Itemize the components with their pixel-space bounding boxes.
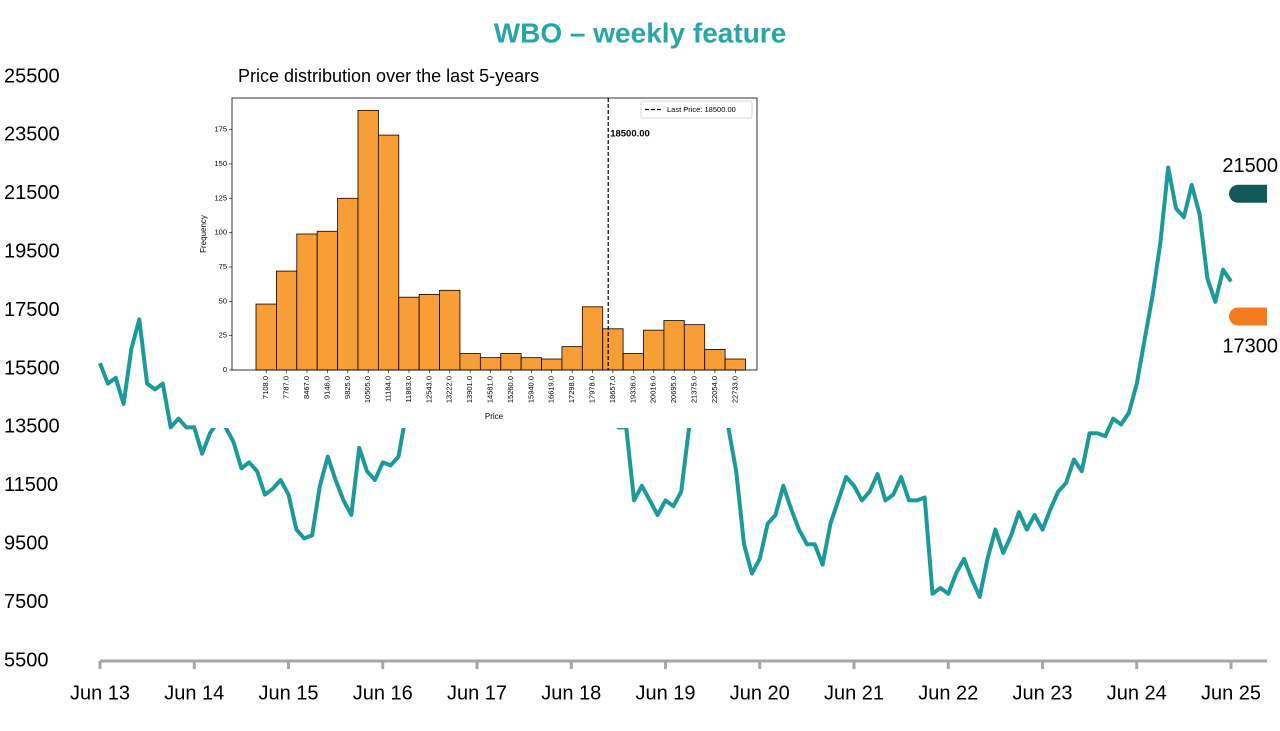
x-tick-label: 10505.0 — [363, 376, 372, 403]
y-tick-label: 21500 — [4, 182, 60, 204]
y-tick-label: 150 — [214, 159, 227, 168]
price-marker — [1229, 307, 1267, 326]
y-tick-label: 25 — [219, 331, 227, 340]
bar — [581, 306, 604, 371]
bar — [459, 353, 481, 371]
bar — [663, 320, 685, 371]
x-tick-label: 20695.0 — [669, 376, 678, 403]
bar — [683, 324, 706, 371]
y-tick-label: 0 — [223, 365, 227, 374]
y-tick-label: 175 — [214, 125, 227, 134]
bar — [520, 357, 542, 371]
marker-label: 17300 — [1222, 336, 1278, 358]
x-tick-label: 13901.0 — [465, 376, 474, 403]
y-tick-label: 13500 — [4, 416, 60, 438]
x-tick-label: Jun 13 — [70, 682, 130, 704]
x-tick-label: 18657.0 — [608, 376, 617, 403]
y-tick-label: 15500 — [4, 357, 60, 379]
bar — [541, 358, 563, 371]
bar — [724, 358, 746, 371]
y-tick-label: 7500 — [4, 591, 49, 613]
y-tick-label: 125 — [214, 193, 227, 202]
inset-frame — [231, 97, 758, 371]
x-tick-label: Jun 15 — [258, 682, 318, 704]
x-tick-label: 7108.0 — [261, 376, 270, 399]
y-tick-label: 17500 — [4, 299, 60, 321]
x-tick-label: Jun 16 — [353, 682, 413, 704]
last-price-label: 18500.00 — [610, 129, 650, 140]
y-tick-label: 5500 — [4, 649, 49, 671]
x-tick-label: 7787.0 — [282, 376, 291, 399]
x-tick-label: 22733.0 — [730, 376, 739, 403]
x-tick-label: 12543.0 — [424, 376, 433, 403]
x-tick-label: Jun 25 — [1201, 682, 1261, 704]
y-axis-label: Frequency — [199, 215, 208, 253]
y-tick-label: 25500 — [4, 65, 60, 87]
y-tick-label: 100 — [214, 228, 227, 237]
x-tick-label: Jun 22 — [918, 682, 978, 704]
x-tick-label: Jun 21 — [824, 682, 884, 704]
bar — [622, 353, 644, 371]
y-tick-label: 11500 — [4, 474, 58, 496]
x-tick-label: 15940.0 — [526, 376, 535, 403]
x-tick-label: Jun 14 — [164, 682, 224, 704]
x-tick-label: 11184.0 — [384, 376, 393, 402]
y-tick-label: 19500 — [4, 240, 60, 262]
y-tick-label: 23500 — [4, 124, 60, 146]
price-line — [98, 165, 1233, 599]
legend-box — [640, 100, 753, 119]
bar — [357, 109, 379, 371]
x-tick-label: 22054.0 — [710, 376, 719, 403]
x-tick-label: 21375.0 — [689, 376, 698, 403]
x-tick-label: 17298.0 — [567, 376, 576, 403]
x-tick-label: 15260.0 — [506, 376, 515, 403]
x-tick-label: 9825.0 — [343, 376, 352, 399]
price-marker — [1229, 184, 1267, 203]
x-tick-label: 19336.0 — [628, 376, 637, 403]
bar — [377, 134, 400, 371]
y-tick-label: 50 — [219, 296, 227, 305]
marker-label: 21500 — [1222, 155, 1278, 177]
x-tick-label: Jun 18 — [541, 682, 601, 704]
bar — [296, 233, 318, 371]
x-tick-label: 11863.0 — [404, 376, 413, 403]
inset-title: Price distribution over the last 5-years — [238, 66, 539, 86]
x-axis-label: Price — [485, 412, 504, 421]
bar — [602, 328, 624, 371]
x-tick-label: 9146.0 — [322, 376, 331, 399]
x-tick-label: 17978.0 — [588, 376, 597, 403]
bar — [255, 303, 277, 371]
x-tick-label: Jun 20 — [730, 682, 790, 704]
y-tick-label: 9500 — [4, 532, 49, 554]
x-tick-label: Jun 17 — [447, 682, 507, 704]
x-tick-label: 14581.0 — [486, 376, 495, 403]
chart-title: WBO – weekly feature — [494, 17, 787, 48]
x-tick-label: 13222.0 — [445, 376, 454, 403]
x-tick-label: Jun 19 — [635, 682, 695, 704]
bar — [439, 289, 461, 371]
bar — [561, 346, 583, 371]
bar — [500, 353, 522, 371]
y-tick-label: 75 — [219, 262, 227, 271]
bar — [418, 294, 440, 371]
bar — [704, 348, 726, 371]
bar — [275, 270, 298, 371]
bar — [316, 230, 338, 371]
bar — [643, 329, 665, 371]
legend-label: Last Price: 18500.00 — [667, 105, 736, 114]
bar — [479, 357, 502, 371]
x-tick-label: 20016.0 — [649, 376, 658, 403]
bar — [337, 197, 359, 371]
bar — [398, 296, 420, 371]
x-tick-label: 8467.0 — [302, 376, 311, 399]
x-tick-label: Jun 24 — [1107, 682, 1167, 704]
x-tick-label: 16619.0 — [547, 376, 556, 403]
x-tick-label: Jun 23 — [1012, 682, 1072, 704]
